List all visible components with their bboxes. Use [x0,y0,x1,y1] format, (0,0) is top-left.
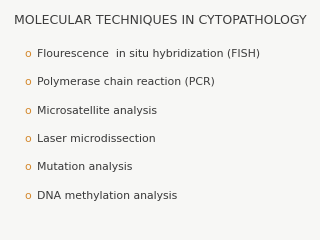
Text: o: o [24,49,31,59]
Text: Laser microdissection: Laser microdissection [37,134,156,144]
Text: o: o [24,162,31,172]
Text: Flourescence  in situ hybridization (FISH): Flourescence in situ hybridization (FISH… [37,49,260,59]
Text: MOLECULAR TECHNIQUES IN CYTOPATHOLOGY: MOLECULAR TECHNIQUES IN CYTOPATHOLOGY [14,13,307,26]
Text: o: o [24,191,31,201]
Text: Mutation analysis: Mutation analysis [37,162,132,172]
Text: Microsatellite analysis: Microsatellite analysis [37,106,157,116]
Text: o: o [24,134,31,144]
Text: DNA methylation analysis: DNA methylation analysis [37,191,177,201]
Text: o: o [24,106,31,116]
Text: Polymerase chain reaction (PCR): Polymerase chain reaction (PCR) [37,77,215,87]
Text: o: o [24,77,31,87]
